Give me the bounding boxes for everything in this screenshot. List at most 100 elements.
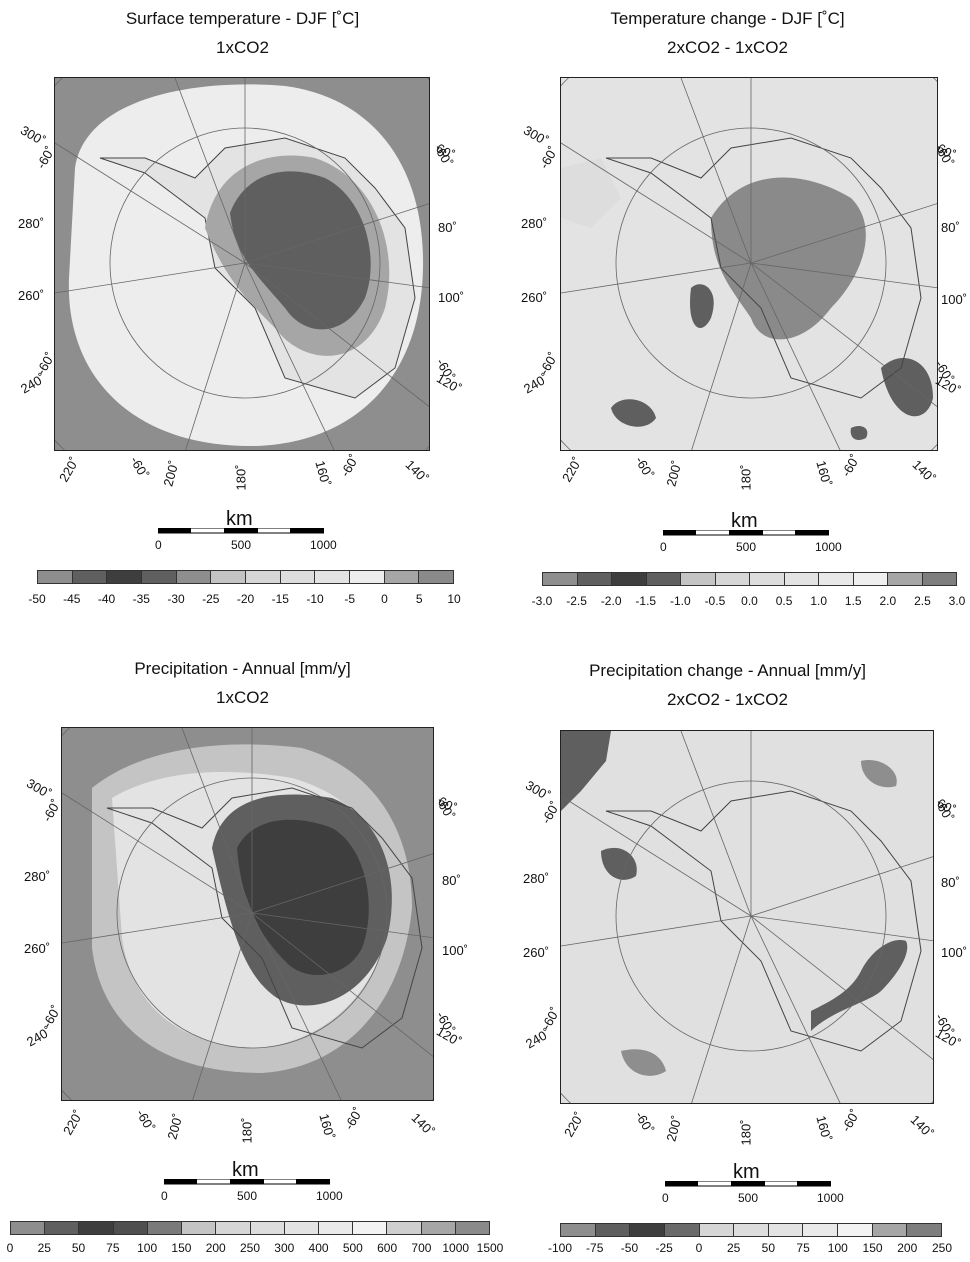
colorbar-swatch: [577, 573, 612, 585]
panel-subtitle: 1xCO2: [216, 38, 269, 57]
colorbar: [542, 572, 957, 586]
colorbar-swatch: [750, 573, 785, 585]
scale-tick-1000: 1000: [310, 538, 337, 552]
map-frame: [61, 727, 434, 1101]
colorbar-level-label: 25: [37, 1241, 51, 1255]
panel-title: Temperature change - DJF [˚C]: [610, 9, 845, 28]
colorbar-level-label: -1.0: [669, 594, 691, 608]
scale-tick-1000: 1000: [817, 1191, 844, 1205]
lon-label-220: 220˚: [559, 454, 586, 485]
map-frame: [560, 730, 934, 1104]
lon-label-160: 160˚: [813, 458, 835, 489]
lon-label-280: 280˚: [24, 869, 51, 884]
colorbar-swatch: [419, 571, 454, 583]
scale-tick-0: 0: [155, 538, 162, 552]
colorbar-level-label: 700: [411, 1241, 432, 1255]
colorbar-level-label: 10: [447, 592, 461, 606]
lon-label-100: 100˚: [941, 945, 968, 960]
map-frame: [54, 77, 430, 451]
colorbar-level-label: 150: [171, 1241, 192, 1255]
lon-label-260: 260˚: [24, 941, 51, 956]
colorbar-swatch: [872, 1224, 908, 1236]
colorbar-level-label: -5: [344, 592, 356, 606]
colorbar-swatch: [246, 571, 281, 583]
colorbar-swatch: [630, 1224, 665, 1236]
scale-tick-500: 500: [237, 1189, 258, 1203]
colorbar-level-label: 400: [308, 1241, 329, 1255]
map-frame: [560, 77, 938, 451]
colorbar-swatch: [922, 573, 956, 585]
lat-label-bottom-left: -60˚: [127, 453, 152, 482]
colorbar-swatch: [595, 1224, 631, 1236]
colorbar-level-label: 2.5: [914, 594, 931, 608]
lon-label-280: 280˚: [523, 871, 550, 886]
colorbar-level-label: 1.0: [810, 594, 827, 608]
colorbar-swatch: [455, 1222, 490, 1234]
colorbar-swatch: [734, 1224, 769, 1236]
lat-label-bottom-left: -60˚: [632, 1108, 657, 1137]
scale-bar: km 0 500 1000: [155, 508, 337, 552]
colorbar: [37, 570, 454, 584]
map-graphic: [55, 78, 429, 450]
colorbar-level-label: 0: [695, 1241, 703, 1255]
panel-subtitle: 1xCO2: [216, 688, 269, 707]
colorbar-swatch: [350, 571, 385, 583]
colorbar-swatch: [838, 1224, 873, 1236]
colorbar-swatch: [803, 1224, 839, 1236]
colorbar-level-label: -25: [202, 592, 220, 606]
colorbar-labels: -3.0 -2.5 -2.0 -1.5 -1.0 -0.5 0.0 0.5 1.0 1.5 2.0 2…: [532, 594, 966, 610]
colorbar-level-label: 50: [71, 1241, 86, 1255]
colorbar-level-label: -45: [63, 592, 81, 606]
colorbar-level-label: 300: [274, 1241, 295, 1255]
colorbar-swatch: [250, 1222, 285, 1234]
lon-label-220: 220˚: [60, 1107, 87, 1138]
colorbar-level-label: 100: [827, 1241, 848, 1255]
colorbar-swatch: [11, 1222, 46, 1234]
colorbar-swatch: [888, 573, 923, 585]
colorbar-level-label: -2.5: [566, 594, 587, 608]
colorbar-level-label: 0: [6, 1241, 14, 1255]
colorbar-level-label: 5: [415, 592, 423, 606]
scale-unit: km: [232, 1159, 259, 1181]
colorbar-level-label: 25: [726, 1241, 741, 1255]
colorbar-swatch: [72, 571, 108, 583]
panel-title: Surface temperature - DJF [˚C]: [125, 9, 360, 28]
scale-unit: km: [733, 1161, 760, 1183]
scale-bar-graphic: [665, 1181, 831, 1187]
colorbar-level-label: 500: [342, 1241, 363, 1255]
colorbar-level-label: 0.5: [775, 594, 793, 608]
lat-label-left: -60˚: [536, 143, 561, 172]
lon-label-260: 260˚: [521, 290, 548, 305]
colorbar-swatch: [280, 571, 316, 583]
map-graphic: [561, 78, 937, 450]
colorbar-level-label: 100: [137, 1241, 158, 1255]
lon-label-140: 140˚: [408, 1109, 438, 1140]
lat-label-bottom-right: -60˚: [341, 1104, 366, 1133]
colorbar-swatch: [699, 1224, 735, 1236]
colorbar-swatch: [664, 1224, 700, 1236]
colorbar-level-label: -10: [306, 592, 324, 606]
colorbar-swatch: [211, 571, 247, 583]
scale-bar-graphic: [164, 1179, 330, 1185]
lon-label-160: 160˚: [813, 1113, 835, 1144]
colorbar-swatch: [147, 1222, 183, 1234]
colorbar-swatch: [38, 571, 73, 583]
colorbar-swatch: [318, 1222, 354, 1234]
map-graphic: [561, 731, 933, 1103]
scale-tick-0: 0: [660, 540, 667, 554]
colorbar-swatch: [353, 1222, 388, 1234]
panel-temperature-change: Temperature change - DJF [˚C] 2xCO2 - 1x…: [485, 0, 970, 631]
scale-bar: km 0 500 1000: [161, 1159, 343, 1203]
lon-label-140: 140˚: [909, 456, 939, 487]
lon-label-260: 260˚: [18, 288, 45, 303]
colorbar: [560, 1223, 942, 1237]
lon-label-140: 140˚: [402, 456, 432, 487]
panel-subtitle: 2xCO2 - 1xCO2: [667, 38, 788, 57]
colorbar-level-label: 1500: [476, 1241, 504, 1255]
lon-label-80: 80˚: [438, 220, 457, 235]
lat-label-bottom-right: -60˚: [838, 1106, 863, 1135]
colorbar-labels: 0 25 50 75 100 150 200 250 300 400 500 600 700 1000 15…: [6, 1241, 504, 1257]
lon-label-280: 280˚: [521, 216, 548, 231]
colorbar-swatch: [421, 1222, 456, 1234]
panel-title: Precipitation - Annual [mm/y]: [134, 659, 351, 678]
